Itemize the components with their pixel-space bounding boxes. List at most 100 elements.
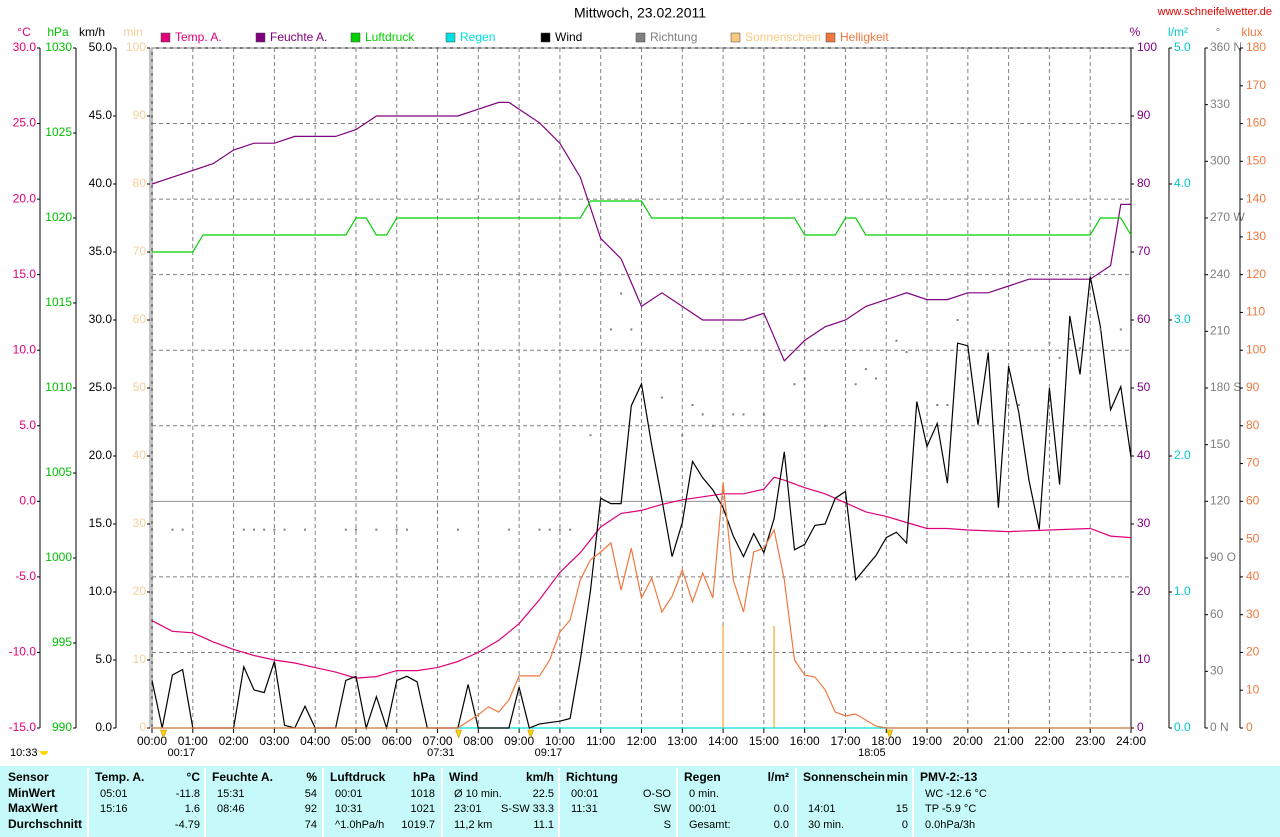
table-cell: 14:01 bbox=[808, 803, 836, 815]
direction-dot bbox=[405, 528, 408, 531]
y-tick-label: 20 bbox=[1246, 645, 1260, 659]
direction-dot bbox=[1007, 404, 1010, 406]
y-tick-label: 120 bbox=[1210, 494, 1230, 508]
direction-dot bbox=[824, 424, 827, 427]
x-tick-label: 07:00 bbox=[423, 734, 453, 748]
direction-dot bbox=[456, 528, 459, 531]
table-header: PMV-2:-13 bbox=[920, 770, 978, 784]
y-tick-label: 80 bbox=[1246, 418, 1260, 432]
table-header: Feuchte A. bbox=[212, 770, 273, 784]
y-tick-label: 20.0 bbox=[13, 191, 37, 205]
y-tick-label: 50 bbox=[1246, 531, 1260, 545]
y-tick-label: 20.0 bbox=[89, 448, 113, 462]
direction-dot bbox=[1079, 347, 1082, 350]
table-cell: 0 bbox=[902, 819, 908, 831]
legend-swatch bbox=[445, 32, 456, 43]
direction-dot bbox=[895, 339, 898, 342]
y-tick-label: 20 bbox=[1137, 584, 1151, 598]
y-tick-label: 40 bbox=[1137, 448, 1151, 462]
series-line bbox=[151, 101, 1131, 362]
x-tick-label: 00:00 bbox=[137, 734, 167, 748]
y-tick-label: 15.0 bbox=[13, 267, 37, 281]
event-marker bbox=[160, 729, 167, 739]
y-tick-label: 25.0 bbox=[89, 380, 113, 394]
direction-dot bbox=[589, 434, 592, 437]
event-marker bbox=[527, 729, 535, 739]
direction-dot bbox=[548, 528, 551, 531]
table-header: Wind bbox=[449, 770, 478, 784]
table-cell: -11.8 bbox=[176, 788, 200, 800]
direction-dot bbox=[966, 377, 969, 380]
table-unit: min bbox=[887, 770, 908, 784]
table-cell: 11.1 bbox=[533, 819, 554, 831]
y-tick-label: 210 bbox=[1210, 324, 1230, 338]
direction-dot bbox=[263, 528, 266, 531]
table-cell: 00:01 bbox=[335, 788, 363, 800]
table-cell: 22.5 bbox=[533, 788, 554, 800]
event-marker bbox=[455, 729, 462, 739]
y-tick-label: 1020 bbox=[45, 210, 72, 224]
legend-swatch bbox=[635, 32, 646, 43]
y-tick-label: 0.0 bbox=[19, 494, 36, 508]
y-tick-label: 2.0 bbox=[1174, 448, 1191, 462]
y-tick-label: 10 bbox=[1246, 682, 1260, 696]
direction-dot bbox=[711, 424, 714, 427]
table-cell: 05:01 bbox=[100, 788, 128, 800]
table-cell: 11,2 km bbox=[454, 819, 492, 831]
series-line bbox=[151, 476, 1132, 679]
table-unit: l/m² bbox=[768, 770, 789, 784]
y-tick-label: 0 bbox=[1137, 720, 1144, 734]
y-tick-label: 25.0 bbox=[13, 116, 37, 130]
table-row-label: MaxWert bbox=[8, 801, 58, 815]
table-cell: 54 bbox=[305, 788, 317, 800]
x-tick-label: 02:00 bbox=[219, 734, 249, 748]
direction-dot bbox=[1068, 337, 1071, 340]
direction-dot bbox=[1130, 356, 1132, 359]
table-cell: 15:31 bbox=[217, 788, 245, 800]
y-tick-label: 50 bbox=[1137, 380, 1151, 394]
x-tick-label: 23:00 bbox=[1075, 734, 1105, 748]
y-tick-label: 40 bbox=[133, 448, 147, 462]
y-tick-label: 0.0 bbox=[95, 720, 112, 734]
y-tick-label: 1.0 bbox=[1174, 584, 1191, 598]
table-cell: S-SW bbox=[501, 803, 530, 815]
x-tick-label: 19:00 bbox=[912, 734, 942, 748]
y-tick-label: 10 bbox=[133, 652, 147, 666]
y-tick-label: 30.0 bbox=[13, 40, 37, 54]
y-tick-label: -15.0 bbox=[9, 720, 37, 734]
y-tick-label: 150 bbox=[1246, 154, 1266, 168]
y-tick-label: 990 bbox=[52, 720, 72, 734]
x-tick-label: 22:00 bbox=[1034, 734, 1064, 748]
table-cell: 00:01 bbox=[689, 803, 717, 815]
direction-dot bbox=[558, 528, 561, 531]
event-label: 09:17 bbox=[535, 747, 563, 759]
y-tick-label: 1030 bbox=[45, 40, 72, 54]
direction-dot bbox=[252, 528, 255, 531]
y-tick-label: 60 bbox=[1246, 494, 1260, 508]
y-tick-label: -5.0 bbox=[15, 569, 36, 583]
table-cell: Ø 10 min. bbox=[454, 788, 502, 800]
y-tick-label: 3.0 bbox=[1174, 312, 1191, 326]
direction-dot bbox=[956, 319, 959, 321]
legend-swatch bbox=[730, 32, 741, 43]
x-tick-label: 01:00 bbox=[178, 734, 208, 748]
y-tick-label: 10.0 bbox=[13, 342, 37, 356]
x-tick-label: 20:00 bbox=[953, 734, 983, 748]
y-tick-label: 70 bbox=[1137, 244, 1151, 258]
x-tick-label: 04:00 bbox=[300, 734, 330, 748]
x-tick-label: 24:00 bbox=[1116, 734, 1146, 748]
y-tick-label: 300 bbox=[1210, 154, 1230, 168]
axis-unit: hPa bbox=[47, 25, 69, 39]
direction-dot bbox=[242, 528, 245, 531]
y-tick-label: 80 bbox=[133, 176, 147, 190]
table-cell: 08:46 bbox=[217, 803, 245, 815]
x-tick-label: 11:00 bbox=[586, 734, 615, 748]
table-header: Sonnenschein bbox=[803, 770, 885, 784]
y-tick-label: 60 bbox=[133, 312, 147, 326]
table-cell: 1018 bbox=[411, 788, 435, 800]
direction-dot bbox=[1119, 328, 1122, 331]
y-tick-label: 60 bbox=[1137, 312, 1151, 326]
y-tick-label: 50 bbox=[133, 380, 147, 394]
table-cell: 00:01 bbox=[571, 788, 599, 800]
series-line bbox=[152, 200, 1132, 253]
